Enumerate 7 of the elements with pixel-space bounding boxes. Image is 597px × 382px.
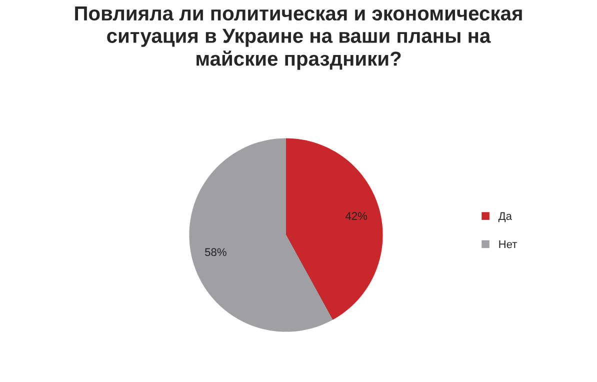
chart-title: Повлияла ли политическая и экономическая ситуация в Украине на ваши планы на майские праздники? — [75, 6, 522, 70]
pie-slice — [286, 138, 383, 320]
legend-label: Да — [498, 212, 512, 222]
legend-label: Нет — [499, 240, 518, 248]
pie-slice — [189, 138, 333, 332]
data-label: 42% — [345, 212, 368, 220]
data-label: 58% — [205, 248, 226, 256]
